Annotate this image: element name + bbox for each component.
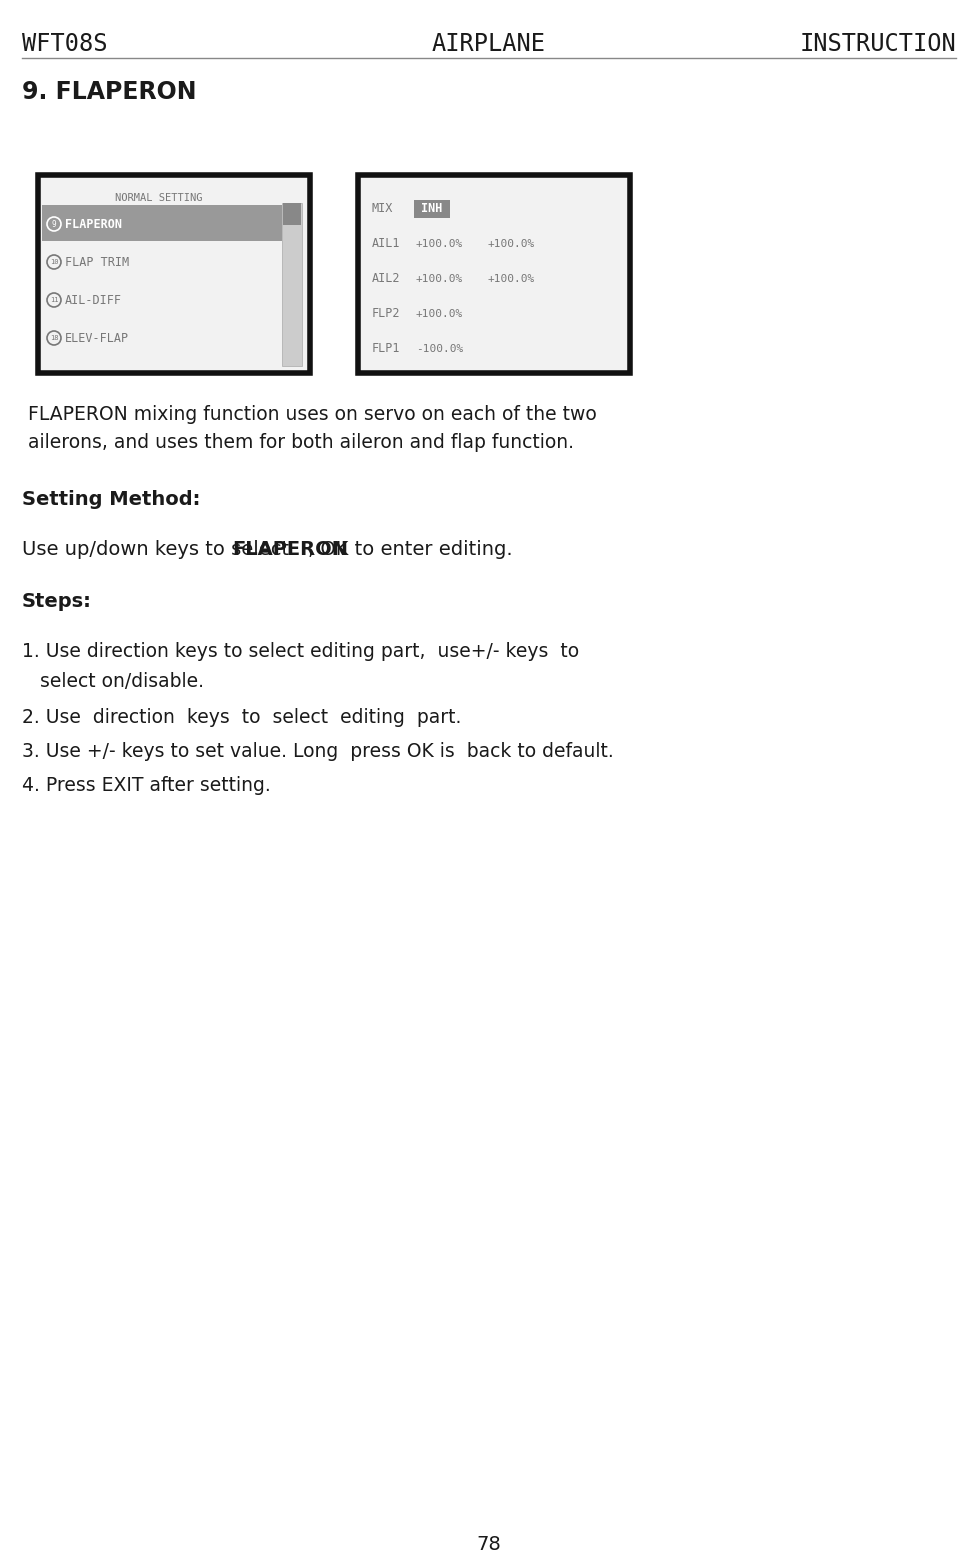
Text: +100.0%: +100.0% (415, 309, 463, 318)
Bar (42, 205, 281, 241)
Text: INSTRUCTION: INSTRUCTION (798, 31, 956, 56)
Bar (358, 176, 629, 373)
Text: Steps:: Steps: (21, 593, 92, 612)
Text: +100.0%: +100.0% (488, 238, 534, 248)
Text: +100.0%: +100.0% (415, 238, 463, 248)
Text: AIRPLANE: AIRPLANE (432, 31, 545, 56)
Text: FLAPERON: FLAPERON (232, 539, 348, 560)
Text: +100.0%: +100.0% (415, 273, 463, 284)
Bar (38, 176, 310, 373)
Text: Use up/down keys to select: Use up/down keys to select (21, 539, 295, 560)
Text: select on/disable.: select on/disable. (21, 673, 204, 691)
Text: NORMAL SETTING: NORMAL SETTING (115, 193, 202, 202)
Text: +100.0%: +100.0% (488, 273, 534, 284)
Text: 9. FLAPERON: 9. FLAPERON (21, 80, 196, 103)
Text: 78: 78 (476, 1535, 501, 1554)
Text: AIL-DIFF: AIL-DIFF (64, 293, 122, 306)
Text: ailerons, and uses them for both aileron and flap function.: ailerons, and uses them for both aileron… (21, 433, 573, 452)
Text: 9: 9 (52, 220, 57, 229)
Text: -100.0%: -100.0% (415, 343, 463, 353)
Text: 3. Use +/- keys to set value. Long  press OK is  back to default.: 3. Use +/- keys to set value. Long press… (21, 742, 614, 760)
Text: FLAPERON: FLAPERON (64, 218, 122, 230)
Text: FLAP TRIM: FLAP TRIM (64, 256, 129, 268)
Text: 10: 10 (50, 259, 59, 265)
Text: AIL1: AIL1 (371, 237, 401, 249)
Text: , OK to enter editing.: , OK to enter editing. (308, 539, 512, 560)
Text: 1. Use direction keys to select editing part,  use+/- keys  to: 1. Use direction keys to select editing … (21, 641, 578, 662)
Text: INH: INH (421, 202, 443, 215)
Text: ELEV-FLAP: ELEV-FLAP (64, 331, 129, 345)
Text: 18: 18 (50, 336, 59, 340)
Text: FLAPERON mixing function uses on servo on each of the two: FLAPERON mixing function uses on servo o… (21, 405, 596, 423)
Text: 4. Press EXIT after setting.: 4. Press EXIT after setting. (21, 776, 271, 795)
Text: AIL2: AIL2 (371, 271, 401, 285)
Text: Setting Method:: Setting Method: (21, 491, 200, 510)
Bar (413, 199, 449, 218)
Text: FLP2: FLP2 (371, 307, 401, 320)
Text: WFT08S: WFT08S (21, 31, 107, 56)
Bar (282, 202, 301, 224)
Text: FLP1: FLP1 (371, 342, 401, 354)
Text: MIX: MIX (371, 202, 393, 215)
Text: 2. Use  direction  keys  to  select  editing  part.: 2. Use direction keys to select editing … (21, 709, 461, 728)
Text: 11: 11 (50, 296, 59, 303)
Bar (281, 202, 302, 365)
